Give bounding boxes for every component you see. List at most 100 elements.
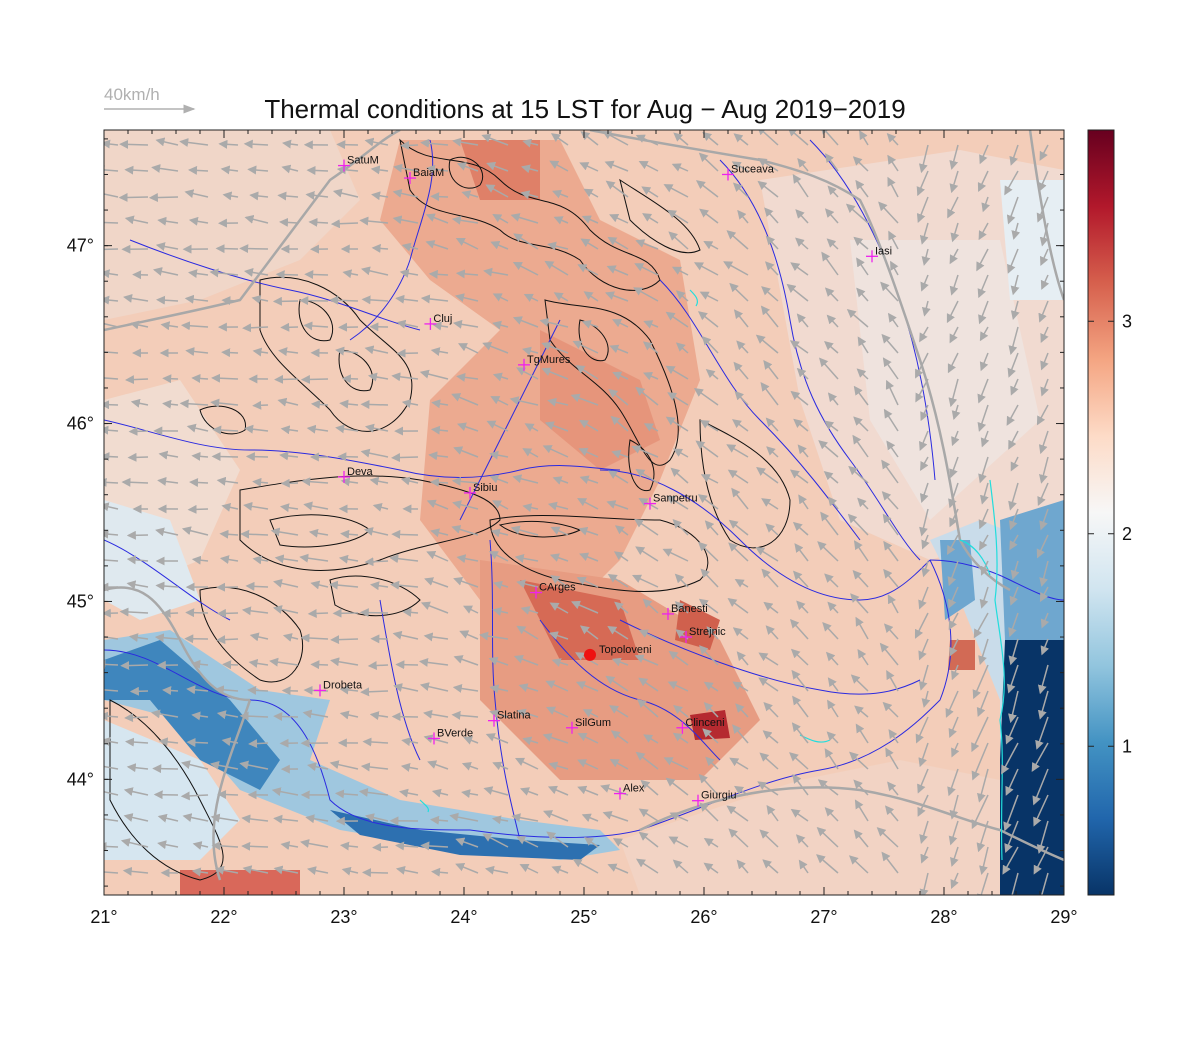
wind-vector xyxy=(640,779,659,796)
city-label: Iasi xyxy=(875,245,892,257)
wind-vector xyxy=(1008,430,1019,450)
map-panel xyxy=(104,130,1064,895)
wind-vector xyxy=(219,555,239,564)
wind-vector xyxy=(732,419,749,432)
wind-vector xyxy=(697,311,719,328)
wind-vector xyxy=(329,760,359,770)
x-tick-label: 24° xyxy=(450,907,477,927)
wind-vector xyxy=(179,399,209,409)
wind-vector xyxy=(755,334,779,354)
wind-vector xyxy=(305,190,329,200)
wind-vector xyxy=(123,813,149,822)
x-tick-label: 27° xyxy=(810,907,837,927)
wind-vector xyxy=(456,162,479,172)
wind-vector xyxy=(209,268,239,278)
x-axis-labels: 21° 22° 23° 24° 25° 26° 27° 28° 29° xyxy=(90,907,1077,927)
wind-vector xyxy=(973,612,989,639)
wind-vector xyxy=(522,448,539,458)
wind-vector xyxy=(104,711,119,721)
wind-vector xyxy=(666,495,689,510)
wind-vector xyxy=(242,323,269,333)
wind-vector xyxy=(732,724,749,744)
wind-vector xyxy=(389,554,419,564)
wind-vector xyxy=(1008,690,1019,724)
wind-vector xyxy=(521,346,539,356)
wind-vector xyxy=(668,231,689,250)
wind-vector xyxy=(155,137,179,147)
wind-vector xyxy=(492,607,509,616)
wind-vector xyxy=(279,217,299,227)
wind-vector xyxy=(978,508,989,530)
wind-vector xyxy=(104,373,119,383)
wind-vector xyxy=(790,262,809,276)
wind-vector xyxy=(541,367,569,380)
wind-vector xyxy=(156,295,179,305)
wind-vector xyxy=(766,446,779,458)
wind-vector xyxy=(128,633,149,643)
city-marker: Alex xyxy=(614,783,645,800)
wind-vector xyxy=(642,598,659,614)
wind-vector xyxy=(609,705,629,718)
wind-vector xyxy=(634,518,659,536)
wind-vector xyxy=(699,419,719,432)
wind-vector xyxy=(578,526,599,536)
wind-vector xyxy=(489,709,509,719)
wind-vector xyxy=(520,190,539,200)
wind-vector xyxy=(921,300,931,317)
wind-vector xyxy=(239,760,269,770)
wind-vector xyxy=(104,871,119,874)
wind-vector xyxy=(547,397,569,407)
wind-vector xyxy=(211,373,239,383)
wind-vector xyxy=(698,645,719,666)
wind-vector xyxy=(124,215,149,225)
wind-vector xyxy=(281,164,299,174)
wind-vector xyxy=(918,742,929,768)
wind-vector xyxy=(452,319,479,329)
wind-vector xyxy=(917,794,929,817)
city-marker: Suceava xyxy=(722,163,775,181)
wind-vector xyxy=(359,216,389,226)
wind-vector xyxy=(160,321,179,331)
wind-vector xyxy=(1037,690,1049,720)
wind-vector xyxy=(239,711,269,721)
wind-vector xyxy=(641,186,659,198)
wind-vector xyxy=(180,791,209,801)
wind-vector xyxy=(584,836,599,848)
city-marker: Cluj xyxy=(424,313,452,330)
wind-vector xyxy=(824,208,839,224)
wind-vector xyxy=(162,686,179,696)
x-tick-label: 22° xyxy=(210,907,237,927)
wind-vector xyxy=(734,579,749,588)
wind-vector xyxy=(1010,378,1019,396)
wind-vector xyxy=(1005,716,1019,745)
wind-vector xyxy=(1004,170,1019,196)
wind-vector xyxy=(243,268,269,277)
wind-vector xyxy=(463,605,479,614)
wind-vector xyxy=(789,752,809,770)
wind-vector xyxy=(920,456,929,471)
wind-vector xyxy=(509,396,539,406)
wind-vector xyxy=(795,209,809,224)
wind-vector xyxy=(221,502,239,512)
wind-vector xyxy=(490,240,509,250)
wind-vector xyxy=(104,502,119,512)
wind-vector xyxy=(515,757,539,770)
wind-vector xyxy=(853,416,869,432)
wind-vector xyxy=(1039,586,1049,603)
wind-vector xyxy=(490,396,509,406)
city-label: Sanpetru xyxy=(653,493,698,505)
wind-vector xyxy=(119,607,149,617)
wind-vector xyxy=(181,760,209,770)
wind-vector xyxy=(339,685,359,695)
wind-vector xyxy=(191,867,209,877)
wind-vector xyxy=(951,664,960,681)
wind-vector xyxy=(1009,144,1019,166)
city-label: Strejnic xyxy=(689,626,726,638)
wind-vector xyxy=(979,846,989,876)
wind-vector xyxy=(643,320,659,329)
wind-vector xyxy=(553,216,569,225)
wind-vector xyxy=(360,762,389,772)
wind-vector xyxy=(726,444,749,458)
wind-vector xyxy=(364,557,389,567)
wind-vector xyxy=(1041,872,1049,895)
